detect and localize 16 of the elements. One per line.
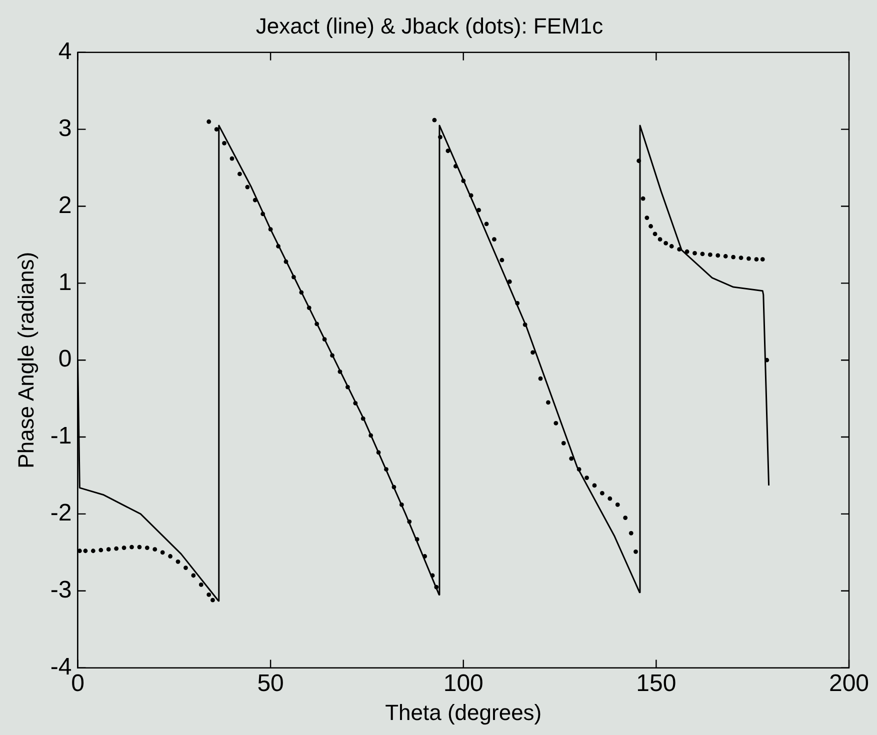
x-tick-label: 100 [443,670,484,697]
x-axis-title: Theta (degrees) [385,700,542,725]
y-tick-label: -1 [50,422,72,450]
y-tick-label: -4 [50,653,72,680]
y-tick-label: -2 [50,500,72,527]
chart-title: Jexact (line) & Jback (dots): FEM1c [256,13,604,38]
y-tick-label: 3 [58,114,72,142]
x-tick-label: 150 [636,670,676,697]
y-tick-label: -3 [50,576,72,604]
y-tick-label: 1 [58,268,72,296]
y-tick-label: 0 [58,346,72,373]
y-axis-title: Phase Angle (radians) [13,252,38,468]
y-tick-label: 2 [58,192,72,219]
x-tick-label: 200 [828,670,870,697]
x-tick-label: 50 [257,670,284,697]
y-tick-label: 4 [58,38,72,66]
